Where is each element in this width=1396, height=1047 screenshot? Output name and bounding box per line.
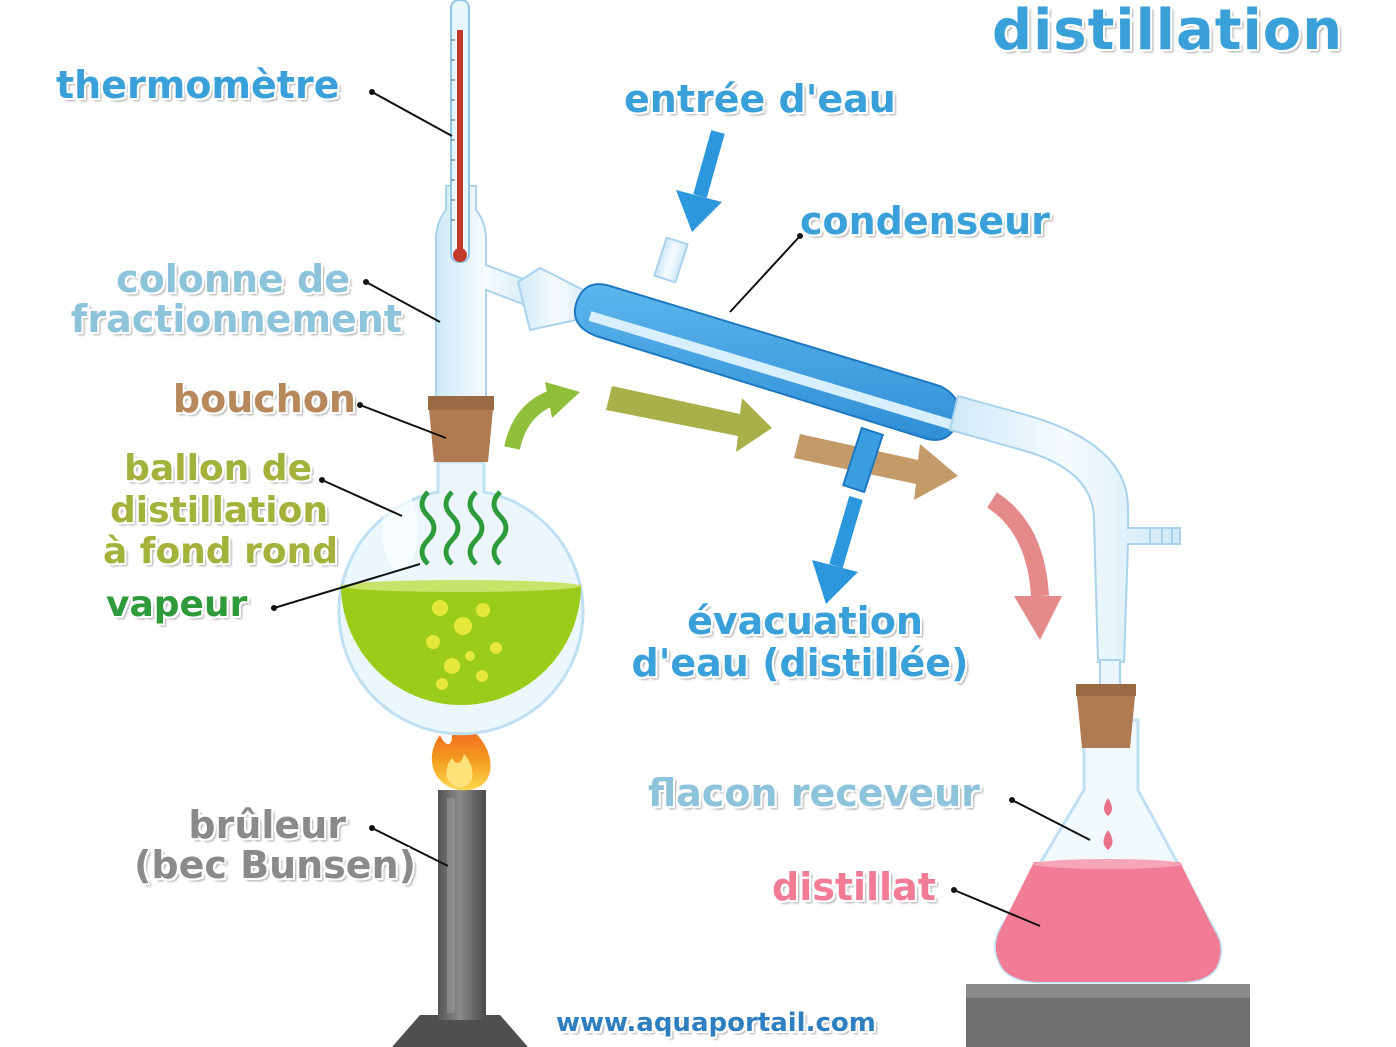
label-burner-line2: (bec Bunsen) bbox=[134, 843, 416, 887]
water-outlet-arrow bbox=[812, 496, 863, 604]
round-bottom-flask bbox=[337, 460, 585, 736]
label-cork: bouchon bbox=[172, 377, 356, 421]
label-column-line2: fractionnement bbox=[70, 297, 402, 341]
label-column-line1: colonne de bbox=[116, 257, 350, 301]
label-vapor: vapeur bbox=[106, 584, 248, 625]
label-water-outlet-line1: évacuation bbox=[687, 599, 923, 643]
diagram-title: distillation bbox=[992, 0, 1344, 63]
label-condenser: condenseur bbox=[800, 199, 1050, 243]
water-inlet-arrow bbox=[676, 130, 725, 232]
receiving-flask bbox=[994, 718, 1222, 984]
cork-flask-receiver bbox=[1076, 684, 1136, 748]
label-water-inlet: entrée d'eau bbox=[624, 77, 896, 121]
vapor-flow-arrows bbox=[504, 382, 1062, 640]
footer-url: www.aquaportail.com bbox=[556, 1008, 876, 1038]
vapor-waves bbox=[419, 490, 509, 566]
label-flask-line1: ballon de bbox=[124, 448, 312, 489]
thermometer bbox=[450, 0, 470, 263]
bubbles bbox=[426, 600, 502, 690]
distillate-drops bbox=[1103, 798, 1113, 850]
label-receiving-flask: flacon receveur bbox=[648, 771, 980, 815]
label-distillate: distillat bbox=[772, 865, 936, 909]
label-flask-line3: à fond rond bbox=[102, 531, 338, 572]
vacuum-adapter bbox=[948, 394, 1181, 783]
cork-flask bbox=[428, 396, 494, 462]
label-thermometer: thermomètre bbox=[56, 63, 340, 107]
lab-stand bbox=[966, 984, 1250, 1047]
label-burner-line1: brûleur bbox=[188, 803, 346, 847]
leader-lines bbox=[271, 89, 1091, 927]
label-flask-line2: distillation bbox=[110, 490, 328, 531]
bunsen-burner bbox=[392, 790, 528, 1047]
label-water-outlet-line2: d'eau (distillée) bbox=[631, 641, 969, 685]
flame-icon bbox=[431, 712, 491, 791]
condenser bbox=[516, 236, 961, 494]
